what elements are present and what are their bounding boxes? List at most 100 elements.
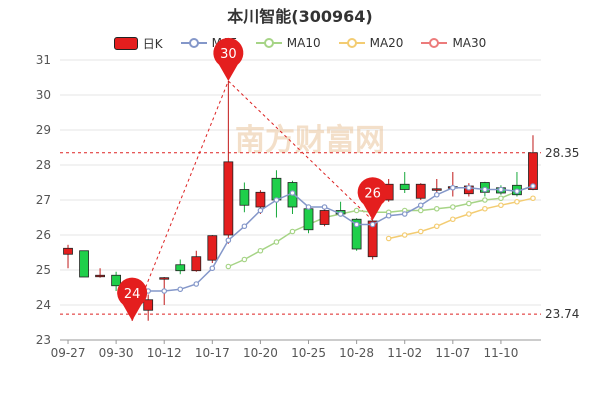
- watermark-text: 南方财富网: [235, 123, 385, 158]
- legend-line-swatch: [180, 38, 207, 48]
- candle-body: [255, 191, 266, 208]
- legend-line-swatch: [338, 38, 365, 48]
- x-tick-label: 11-07: [435, 346, 470, 360]
- marker-connector: [131, 80, 229, 321]
- ma5-line-point: [209, 265, 216, 272]
- ma5-line-point: [321, 204, 328, 210]
- ma20-line-point: [417, 228, 424, 235]
- ma10-line-point: [417, 207, 424, 214]
- x-tick-label: 09-30: [99, 346, 134, 360]
- candle: [239, 182, 250, 213]
- candle: [191, 250, 202, 272]
- ma10-line-point: [482, 197, 488, 203]
- candle-body: [111, 274, 122, 287]
- ma5-line-point: [289, 190, 296, 196]
- ma20-line-point: [433, 223, 440, 230]
- candle: [79, 250, 89, 278]
- x-tick-label: 10-17: [195, 346, 230, 360]
- price-marker: 26: [357, 177, 388, 221]
- ma5-line-point: [417, 202, 424, 209]
- candle-body: [143, 299, 154, 311]
- candle: [528, 135, 538, 191]
- ma20-line-point: [450, 216, 456, 223]
- chart-title-name: 本川智能: [227, 7, 292, 26]
- ma5-line-point: [385, 212, 392, 219]
- legend-label: 日K: [142, 36, 163, 51]
- y-tick-label: 25: [36, 263, 51, 277]
- candle: [175, 259, 186, 275]
- ma5-line-point: [305, 204, 312, 210]
- chart-title: 本川智能(300964): [0, 3, 600, 27]
- chart-title-code: (300964): [291, 7, 373, 26]
- ma20-line-point: [514, 198, 520, 205]
- x-tick-label: 09-27: [51, 346, 86, 360]
- ma20-line-point: [530, 195, 536, 202]
- price-marker-pin: [357, 177, 388, 221]
- candle-body: [95, 274, 105, 278]
- ma5-line: [145, 183, 536, 294]
- candle: [95, 268, 105, 278]
- ma5-line-point: [177, 286, 184, 293]
- ma5-line-point: [257, 207, 264, 214]
- x-tick-label: 10-28: [339, 346, 374, 360]
- y-tick-label: 31: [36, 53, 51, 67]
- legend-label: MA10: [286, 36, 321, 50]
- candle-body: [351, 218, 362, 250]
- price-marker-label: 26: [364, 186, 381, 201]
- candle-body: [239, 189, 250, 206]
- y-tick-label: 29: [36, 123, 51, 137]
- x-tick-label: 10-25: [291, 346, 326, 360]
- price-marker-label: 30: [220, 47, 237, 62]
- ma10-line-point: [257, 247, 264, 254]
- legend-item-ma20[interactable]: MA20: [338, 36, 404, 50]
- ma10-line-point: [466, 200, 472, 207]
- legend-line-swatch: [421, 38, 448, 48]
- legend-item-日k[interactable]: 日K: [113, 35, 163, 52]
- ma20-line-point: [466, 211, 472, 217]
- candle: [399, 172, 410, 193]
- candle-body: [207, 235, 218, 261]
- price-marker: 24: [117, 277, 148, 321]
- ma5-line-point: [273, 197, 280, 203]
- ma5-line-point: [450, 184, 456, 191]
- ma5-line-point: [482, 186, 488, 193]
- ma5-line-point: [401, 211, 408, 217]
- reference-line-label: 23.74: [545, 307, 579, 321]
- x-tick-label: 10-20: [243, 346, 278, 360]
- ma10-line-point: [241, 256, 248, 263]
- ma5-line-point: [241, 223, 248, 230]
- y-tick-label: 27: [36, 193, 51, 207]
- ma5-line-point: [498, 186, 504, 193]
- reference-line-label: 28.35: [545, 146, 579, 160]
- marker-connectors: [131, 80, 373, 321]
- ma5-line-point: [466, 184, 472, 191]
- x-axis: 09-27 09-30 10-12 10-17 10-20 10-25 10-28 11-02…: [51, 340, 518, 360]
- ma5-line-point: [193, 281, 200, 287]
- ma5-line-point: [353, 221, 360, 228]
- candle: [207, 235, 218, 263]
- y-tick-label: 30: [36, 88, 51, 102]
- price-markers: 30 24 26: [117, 37, 388, 321]
- candle-body: [399, 183, 410, 190]
- ma20-line-point: [498, 202, 504, 209]
- legend-item-ma10[interactable]: MA10: [255, 36, 321, 50]
- legend-item-ma30[interactable]: MA30: [421, 36, 486, 50]
- ma10-line-point: [273, 239, 280, 245]
- price-marker-pin: [117, 277, 148, 321]
- candle-body: [528, 152, 538, 190]
- candle-body: [159, 277, 170, 280]
- price-marker-pin: [213, 37, 244, 81]
- y-tick-label: 26: [36, 228, 51, 242]
- candle-body: [175, 264, 186, 272]
- ma5-line-point: [514, 188, 520, 195]
- candle: [143, 294, 154, 321]
- ma5-line-point: [225, 237, 232, 244]
- ma5-line-point: [337, 211, 344, 217]
- candle-body: [223, 161, 234, 236]
- x-tick-label: 11-02: [387, 346, 422, 360]
- candle: [287, 180, 298, 214]
- ma10-line-point: [450, 204, 456, 210]
- legend-label: MA20: [369, 36, 404, 50]
- candle: [415, 183, 426, 200]
